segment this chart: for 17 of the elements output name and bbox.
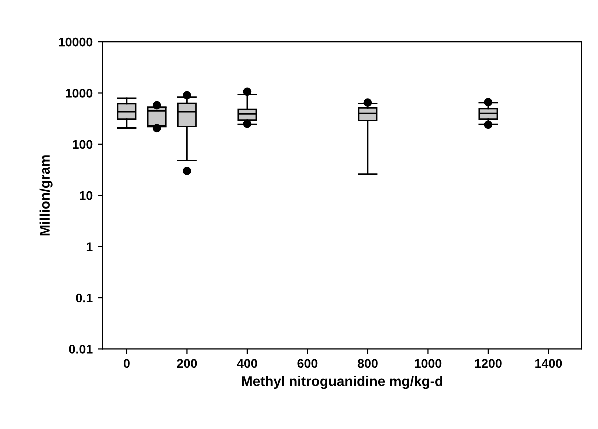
y-tick-label: 10000	[59, 38, 93, 47]
x-tick-label: 1200	[475, 359, 502, 368]
y-tick-label: 1000	[66, 89, 93, 98]
y-axis-title: Million/gram	[40, 156, 53, 236]
x-tick-label: 800	[358, 359, 378, 368]
y-tick-label: 0.1	[76, 294, 93, 303]
y-tick-label: 1	[86, 242, 93, 252]
y-tick-label: 10	[80, 191, 93, 200]
y-tick-label: 0.01	[69, 345, 93, 354]
x-tick-label: 400	[237, 359, 258, 368]
x-tick-label: 200	[177, 359, 198, 368]
x-axis-title: Methyl nitroguanidine mg/kg-d	[242, 376, 443, 390]
x-tick-label: 1400	[536, 359, 562, 368]
x-tick-label: 600	[298, 359, 318, 368]
x-tick-label: 1000	[415, 359, 442, 368]
x-tick-label: 0	[124, 359, 130, 368]
y-tick-label: 100	[73, 140, 93, 150]
